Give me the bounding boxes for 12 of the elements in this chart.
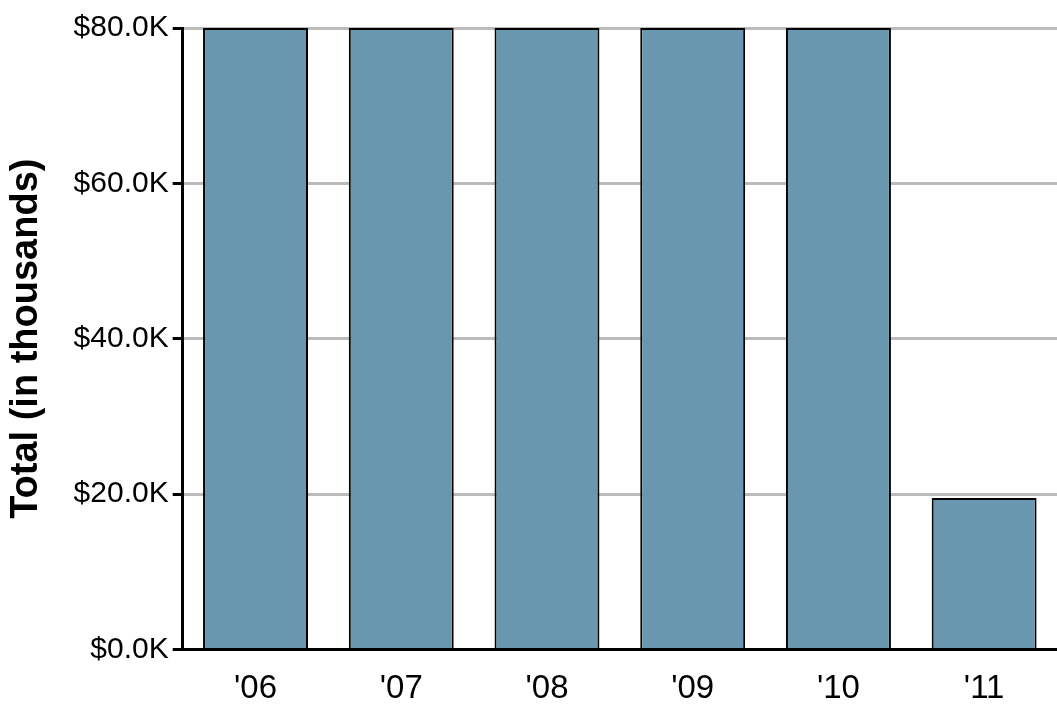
x-tick-label: '09 — [671, 668, 715, 706]
y-tick-label: $80.0K — [73, 9, 169, 43]
y-tick-label: $40.0K — [73, 319, 169, 353]
x-tick-label: '06 — [234, 668, 278, 706]
x-tick-label: '07 — [379, 668, 423, 706]
x-tick-label: '11 — [963, 668, 1005, 706]
y-tick-label: $0.0K — [90, 630, 169, 664]
x-tick-label: '08 — [525, 668, 569, 706]
x-tick-label: '10 — [816, 668, 860, 706]
y-tick-label: $20.0K — [73, 475, 169, 509]
y-tick-label: $60.0K — [73, 164, 169, 198]
y-axis-title: Total (in thousands) — [3, 158, 46, 519]
